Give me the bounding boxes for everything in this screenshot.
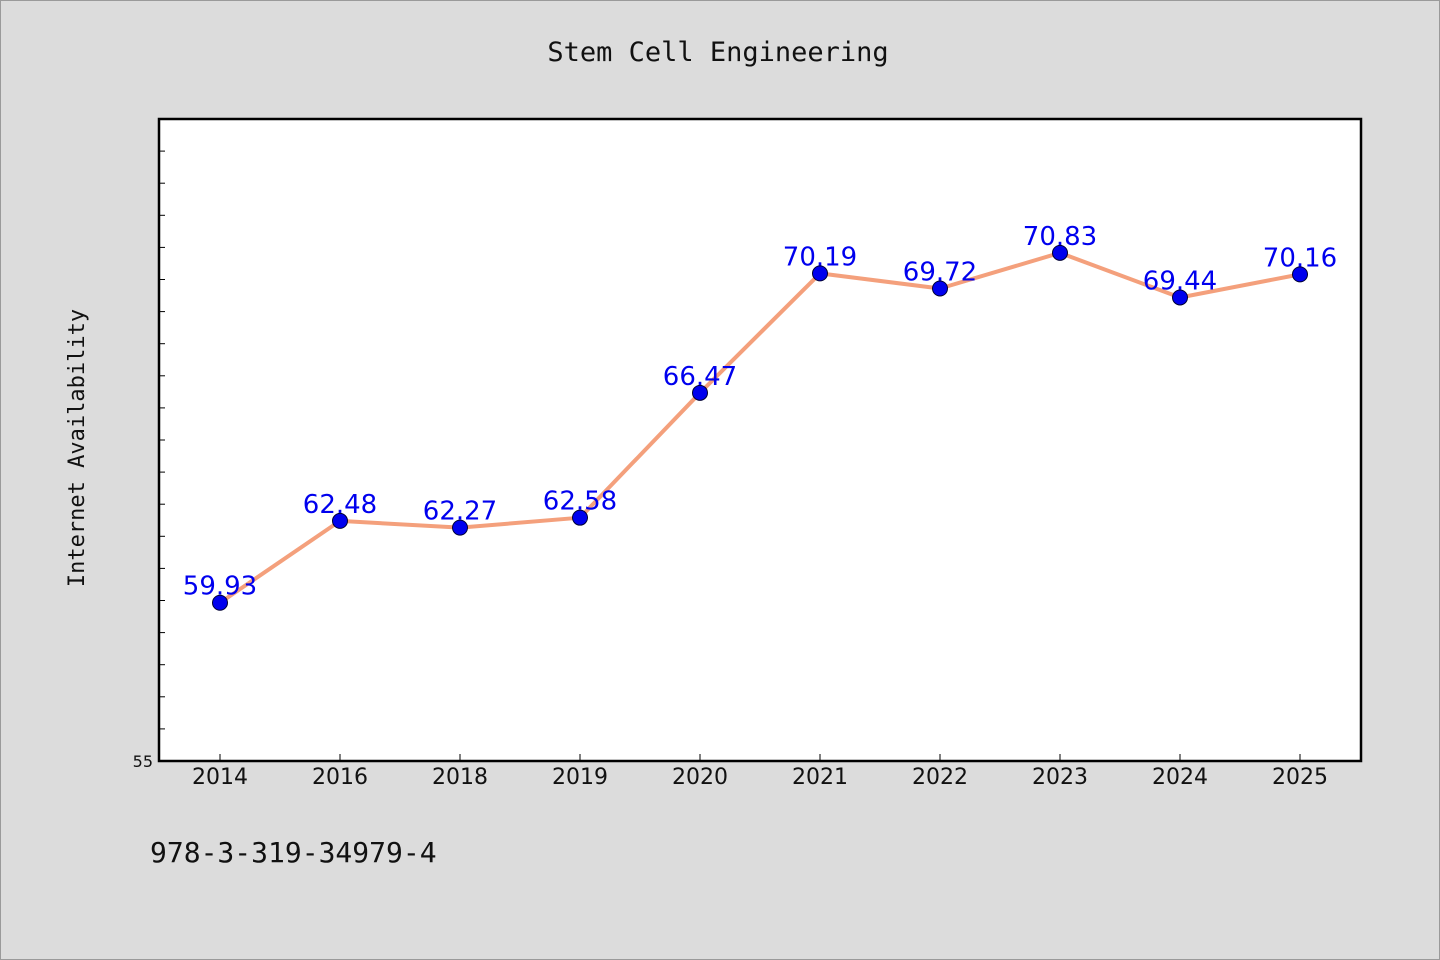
data-point xyxy=(332,512,348,529)
data-label: 62.58 xyxy=(543,487,617,517)
data-label: 69.44 xyxy=(1143,266,1217,296)
data-label: 62.27 xyxy=(423,497,497,527)
data-point xyxy=(212,594,228,611)
y-tick-label: 55 xyxy=(133,752,153,771)
data-label: 70.16 xyxy=(1263,243,1337,273)
data-point xyxy=(572,509,588,526)
data-label: 69.72 xyxy=(903,257,977,287)
x-tick-label: 2016 xyxy=(312,765,368,790)
data-label: 66.47 xyxy=(663,362,737,392)
footnote-isbn: 978-3-319-34979-4 xyxy=(150,836,437,869)
x-tick-label: 2018 xyxy=(432,765,488,790)
x-tick-label: 2019 xyxy=(552,765,608,790)
data-point xyxy=(1292,266,1308,283)
plot-area xyxy=(157,117,1363,763)
markers-group xyxy=(212,244,1308,611)
y-axis-ticks: 55 xyxy=(133,150,165,771)
x-axis-ticks: 2014 2016 2018 2019 2020 2021 2022 2023 2024 2025 xyxy=(192,754,1328,790)
data-point xyxy=(452,519,468,536)
data-label: 59.93 xyxy=(183,572,257,602)
series-line xyxy=(218,250,1302,605)
data-point xyxy=(1052,244,1068,261)
data-label: 70.83 xyxy=(1023,222,1097,252)
x-tick-label: 2024 xyxy=(1152,765,1208,790)
data-point xyxy=(692,384,708,401)
data-point xyxy=(932,280,948,297)
x-tick-label: 2021 xyxy=(792,765,848,790)
series-group xyxy=(218,250,1302,605)
data-labels-group: 59.93 62.48 62.27 62.58 66.47 70.19 69.72 70.83… xyxy=(183,222,1337,602)
data-point xyxy=(812,265,828,282)
data-label: 70.19 xyxy=(783,242,857,272)
x-tick-label: 2023 xyxy=(1032,765,1088,790)
x-tick-label: 2022 xyxy=(912,765,968,790)
x-tick-label: 2014 xyxy=(192,765,248,790)
data-label: 62.48 xyxy=(303,490,377,520)
x-tick-label: 2025 xyxy=(1272,765,1328,790)
x-tick-label: 2020 xyxy=(672,765,728,790)
data-point xyxy=(1172,289,1188,306)
y-axis-label: Internet Availability xyxy=(65,309,90,587)
chart-title: Stem Cell Engineering xyxy=(547,37,888,68)
